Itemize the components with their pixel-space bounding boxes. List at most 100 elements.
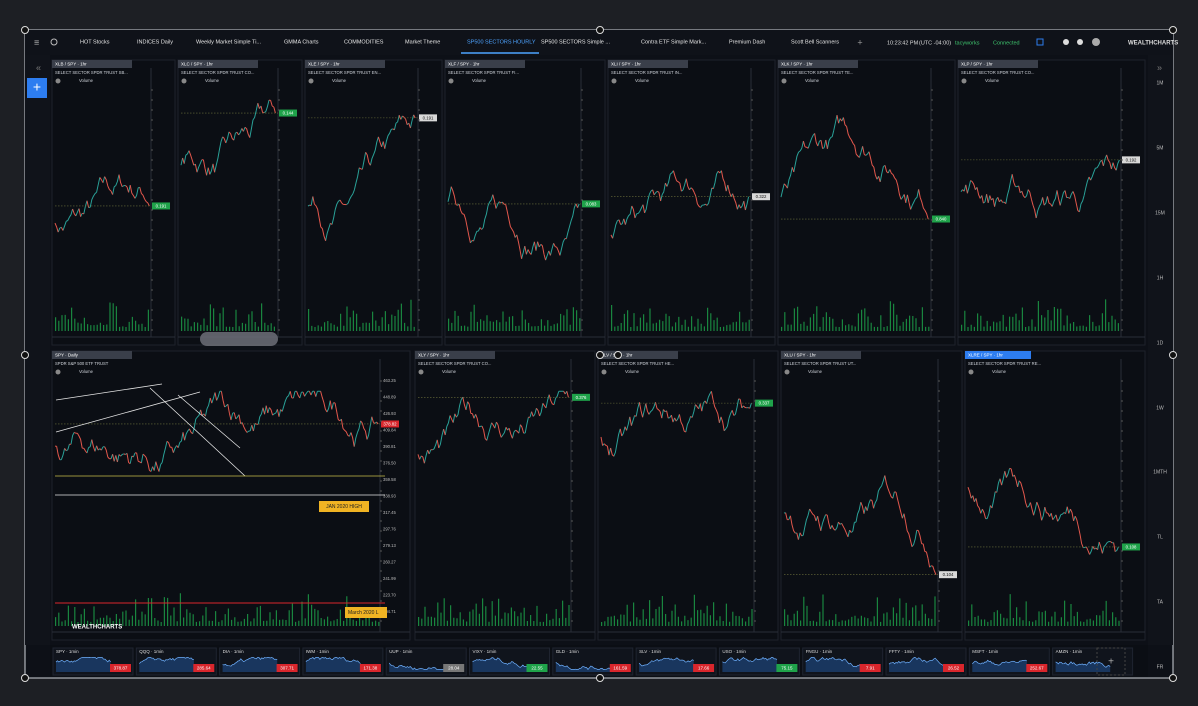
chart-panel: XLI / SPY · 1hr SELECT SECTOR SPDR TRUST … — [607, 59, 776, 346]
ticker-card: MSFT · 1min 252.67 — [968, 647, 1050, 676]
tab[interactable]: SP500 SECTORS Simple ... — [541, 39, 610, 45]
price-tag — [755, 399, 773, 407]
price-label: 0.144 — [283, 110, 294, 115]
trace-down — [54, 391, 379, 472]
save-icon[interactable] — [1036, 38, 1044, 46]
timeframe[interactable]: 15M — [1155, 210, 1165, 216]
search-icon[interactable] — [50, 38, 58, 46]
panel-subtitle: SELECT SECTOR SPDR TRUST CO... — [181, 70, 254, 75]
indicator-icon[interactable] — [308, 78, 314, 84]
resize-handle[interactable] — [614, 351, 622, 359]
resize-handle[interactable] — [1169, 674, 1177, 682]
resize-handle[interactable] — [596, 351, 604, 359]
timeframe[interactable]: 1M — [1157, 80, 1164, 86]
collapse-right[interactable]: » — [1157, 62, 1162, 72]
ticker-price-tag — [110, 664, 131, 672]
indicator-icon[interactable] — [968, 369, 974, 375]
price-tag — [572, 393, 590, 401]
add-ticker[interactable] — [1096, 647, 1126, 676]
resize-handle[interactable] — [21, 674, 29, 682]
tab[interactable]: Contra ETF Simple Mark... — [641, 39, 707, 45]
axis-label: 241.99 — [383, 576, 396, 581]
ticker-symbol: AMZN · 1min — [1056, 649, 1083, 654]
timeframe[interactable]: TA — [1157, 599, 1164, 605]
ticker-price-tag — [193, 664, 215, 672]
panel-header — [305, 60, 385, 68]
sparkline — [55, 657, 111, 663]
price-tag — [582, 200, 600, 208]
indicator-icon[interactable] — [784, 369, 790, 375]
indicator-icon[interactable] — [55, 78, 61, 84]
ticker-price: 22.55 — [531, 665, 543, 670]
panel-subtitle: SELECT SECTOR SPDR TRUST TE... — [781, 70, 853, 75]
price-tag — [381, 420, 399, 428]
sparkline — [555, 661, 611, 670]
tab[interactable]: COMMODITIES — [344, 39, 384, 45]
indicator-name: Volume — [985, 78, 1000, 83]
tab[interactable]: Scott Bell Scanners — [791, 39, 839, 45]
tab[interactable]: HOT Stocks — [80, 39, 110, 45]
indicator-icon[interactable] — [961, 78, 967, 84]
panel-bg — [51, 350, 411, 641]
resize-handle[interactable] — [1169, 351, 1177, 359]
menu-icon[interactable]: ≡ — [34, 37, 39, 47]
tab[interactable]: Market Theme — [405, 39, 440, 45]
price-label: 0.840 — [936, 216, 947, 221]
tab[interactable]: Premium Dash — [729, 39, 765, 45]
panel-bg — [597, 350, 779, 641]
indicator-icon[interactable] — [181, 78, 187, 84]
new-tab[interactable]: + — [857, 37, 862, 47]
add-button[interactable] — [27, 78, 47, 98]
ticker-symbol: FNGU · 1min — [806, 649, 833, 654]
tab[interactable]: SP500 SECTORS HOURLY — [467, 39, 536, 45]
tab[interactable]: Weekly Market Simple Ti... — [196, 39, 261, 45]
timeframe[interactable]: 1W — [1156, 405, 1164, 411]
help-icon[interactable] — [1077, 39, 1083, 45]
ticker-price-tag — [443, 664, 465, 672]
annotation-box — [319, 501, 369, 512]
indicator-icon[interactable] — [55, 369, 61, 375]
tab[interactable]: GMMA Charts — [284, 39, 319, 45]
ticker-price: 161.59 — [613, 665, 627, 670]
indicator-icon[interactable] — [418, 369, 424, 375]
resize-handle[interactable] — [21, 351, 29, 359]
trace-down — [967, 467, 1116, 555]
timeframe[interactable]: TL — [1157, 534, 1163, 540]
resize-handle[interactable] — [21, 26, 29, 34]
indicator-icon[interactable] — [448, 78, 454, 84]
timeframe[interactable]: 1D — [1157, 340, 1164, 346]
tab[interactable]: INDICES Daily — [137, 39, 173, 45]
resize-handle[interactable] — [1169, 26, 1177, 34]
zoom-controls[interactable] — [200, 332, 278, 346]
ticker-price: 307.71 — [280, 665, 294, 670]
ticker-card: SPY · 1min 378.87 — [52, 647, 134, 676]
panel-title: XLE / SPY · 1hr — [308, 61, 340, 66]
avatar[interactable] — [1092, 38, 1100, 46]
ticker-price-tag — [693, 664, 715, 672]
timeframe[interactable]: 1H — [1157, 275, 1164, 281]
indicator-icon[interactable] — [601, 369, 607, 375]
resize-handle[interactable] — [596, 26, 604, 34]
timeframe[interactable]: 5M — [1157, 145, 1164, 151]
panel-bg — [780, 350, 963, 641]
ticker-price: 26.52 — [948, 665, 960, 670]
indicator-icon[interactable] — [611, 78, 617, 84]
collapse-left[interactable]: « — [36, 62, 41, 72]
settings-icon[interactable] — [1063, 39, 1069, 45]
panel-bg — [964, 350, 1146, 641]
ticker-price-tag — [859, 664, 881, 672]
resize-handle[interactable] — [596, 674, 604, 682]
indicator-icon[interactable] — [781, 78, 787, 84]
add-icon: + — [33, 79, 41, 95]
axis-label: 376.50 — [383, 461, 396, 466]
panel-bg — [444, 59, 606, 346]
sparkline-area — [56, 657, 111, 672]
timeframe[interactable]: 1MTH — [1153, 469, 1167, 475]
price-label: 378.82 — [383, 421, 397, 426]
axis-label: 317.45 — [383, 510, 396, 515]
indicator-name: Volume — [442, 369, 457, 374]
trace-up — [612, 170, 750, 239]
timeframe[interactable]: FR — [1157, 664, 1164, 670]
sparkline — [472, 657, 528, 668]
